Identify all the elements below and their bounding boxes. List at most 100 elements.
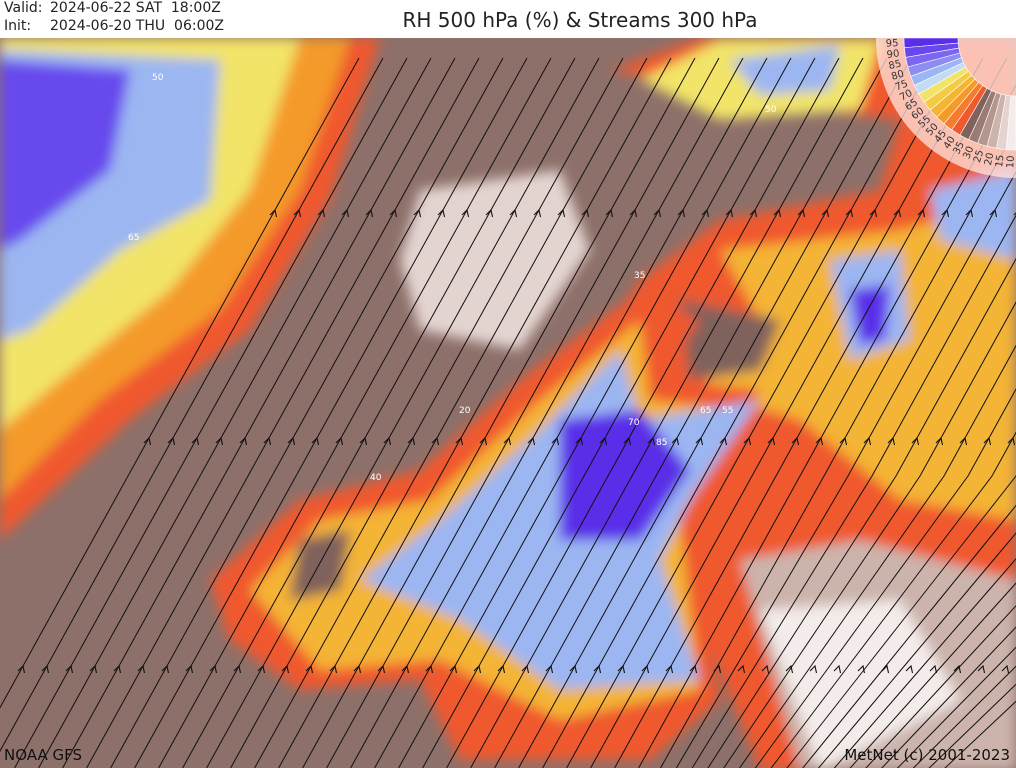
streamline-arrow [689, 664, 698, 674]
streamline [446, 57, 840, 768]
streamline-arrow [917, 208, 926, 218]
streamline [254, 57, 648, 768]
init-value: 2024-06-20 THU 06:00Z [50, 18, 224, 34]
contour-label: 70 [628, 418, 640, 428]
streamline-arrow [599, 436, 608, 446]
streamline [494, 57, 888, 768]
streamline-arrow [287, 436, 296, 446]
streamline [86, 57, 480, 768]
streamline-arrow [953, 664, 962, 674]
streamline-arrow [983, 436, 992, 446]
streamline-arrow [257, 664, 266, 674]
streamline [881, 626, 1016, 768]
streamline-arrow [485, 208, 494, 218]
streamline-arrow [749, 208, 758, 218]
streamline [614, 57, 1008, 768]
streamline [302, 57, 696, 768]
legend-label: 80 [890, 69, 905, 83]
streamline-arrow [761, 664, 770, 674]
data-source: NOAA GFS [4, 746, 82, 764]
contour-label: 35 [634, 271, 645, 281]
streamline-arrow [341, 208, 350, 218]
streamline-arrow [581, 208, 590, 218]
streamline-arrow [629, 208, 638, 218]
contour-label: 85 [656, 438, 667, 448]
streamline-arrow [389, 208, 398, 218]
streamline-arrow [713, 664, 722, 674]
streamline [230, 57, 624, 768]
streamline-arrow [857, 664, 866, 674]
streamline-arrow [503, 436, 512, 446]
streamline [817, 532, 1016, 768]
streamline [691, 214, 1016, 768]
map-title: RH 500 hPa (%) & Streams 300 hPa [402, 8, 758, 32]
streamline-arrow [239, 436, 248, 446]
streamline-arrow [191, 436, 200, 446]
streamline-arrow [785, 664, 794, 674]
streamline-arrow [617, 664, 626, 674]
streamline-arrow [869, 208, 878, 218]
streamline-arrow [881, 664, 890, 674]
streamline-arrow [497, 664, 506, 674]
streamline-arrow [329, 664, 338, 674]
streamline [542, 57, 936, 768]
streamline-arrow [989, 208, 998, 218]
streamline-arrow [767, 436, 776, 446]
legend-label: 85 [888, 59, 903, 72]
streamline-arrow [929, 664, 938, 674]
streamline-arrow [965, 208, 974, 218]
streamline [182, 57, 576, 768]
contour-labels: 50 50 65 35 20 40 70 65 55 85 [128, 73, 777, 483]
valid-time: Valid: 2024-06-22 SAT 18:00Z [4, 0, 221, 16]
streamline-arrow [935, 436, 944, 446]
streamline-arrow [185, 664, 194, 674]
streamline-arrow [533, 208, 542, 218]
streamline-arrow [293, 208, 302, 218]
streamline-arrow [569, 664, 578, 674]
streamline-arrow [557, 208, 566, 218]
legend-label: 10 [1005, 155, 1016, 168]
streamline [754, 388, 1016, 768]
streamline [738, 344, 1016, 768]
contour-label: 65 [700, 406, 711, 416]
legend-label: 25 [972, 149, 986, 164]
streamline-arrow [791, 436, 800, 446]
streamline [849, 582, 1016, 768]
legend-swatch [1005, 95, 1016, 151]
legend-label: 95 [886, 38, 899, 50]
streamline-arrow [653, 208, 662, 218]
streamline [206, 57, 600, 768]
streamline-arrow [551, 436, 560, 446]
streamline-arrow [209, 664, 218, 674]
streamline-arrow [305, 664, 314, 674]
legend-label: 30 [961, 145, 976, 161]
contour-label: 20 [459, 406, 471, 416]
streamline-arrow [545, 664, 554, 674]
streamline-arrow [821, 208, 830, 218]
streamline [134, 57, 528, 768]
streamline-arrow [425, 664, 434, 674]
streamline [110, 57, 504, 768]
streamline [660, 127, 1016, 768]
streamline-arrow [317, 208, 326, 218]
streamline-arrow [863, 436, 872, 446]
streamline-arrow [527, 436, 536, 446]
streamline-arrow [407, 436, 416, 446]
streamline [374, 57, 768, 768]
streamline [896, 646, 1016, 768]
streamline [398, 57, 792, 768]
streamline [865, 605, 1016, 768]
streamline [833, 558, 1016, 768]
streamline-arrow [671, 436, 680, 446]
streamline-arrow [161, 664, 170, 674]
streamline-arrow [377, 664, 386, 674]
streamline-arrow [113, 664, 122, 674]
streamline-arrow [797, 208, 806, 218]
streamline [770, 431, 1016, 768]
legend-label: 20 [983, 152, 996, 167]
streamline [62, 57, 456, 768]
legend-label: 90 [886, 48, 900, 61]
streamline [0, 57, 384, 753]
contour-label: 50 [152, 73, 164, 83]
